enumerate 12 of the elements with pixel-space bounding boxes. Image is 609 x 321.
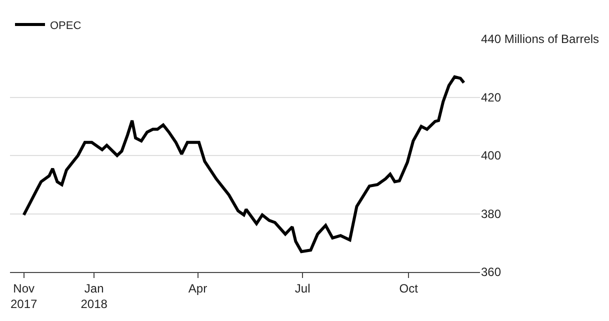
legend-label: OPEC bbox=[50, 20, 82, 32]
x-tick-label: Jul bbox=[294, 281, 310, 296]
y-tick-label: 360 bbox=[481, 265, 502, 280]
x-tick-label: Apr bbox=[188, 281, 208, 296]
x-tick-label: Nov 2017 bbox=[10, 281, 38, 311]
x-tick-label: Oct bbox=[399, 281, 419, 296]
line-series bbox=[22, 75, 466, 254]
y-tick-label: 440 Millions of Barrels bbox=[481, 32, 600, 46]
y-tick-label: 420 bbox=[481, 90, 502, 104]
y-tick-label: 380 bbox=[481, 206, 502, 221]
y-tick-label: 400 bbox=[481, 148, 502, 163]
x-tick-label: Jan 2018 bbox=[80, 281, 108, 311]
